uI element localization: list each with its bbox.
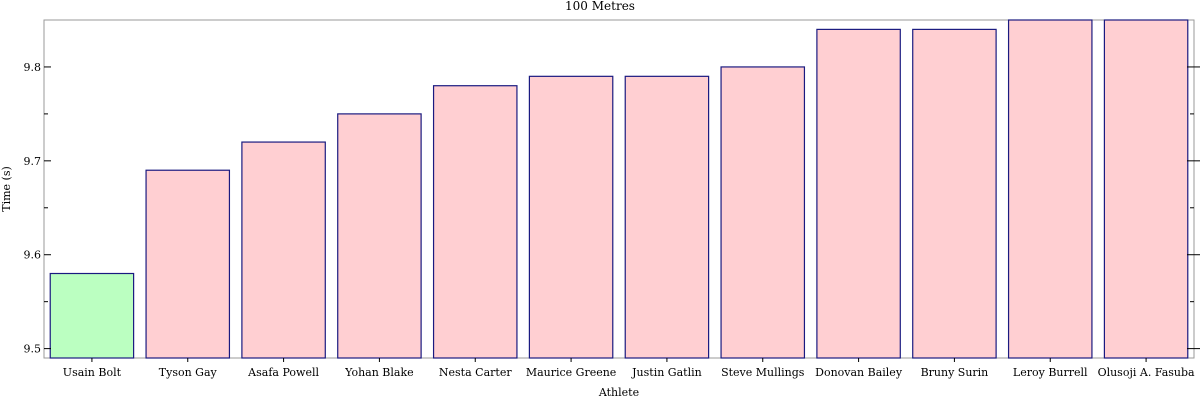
plot-area [43,19,1195,359]
bar-leroy-burrell [1007,19,1093,359]
y-tick-label: 9.8 [24,61,42,74]
x-tick-label: Nesta Carter [439,366,512,379]
bar-justin-gatlin [624,75,710,359]
x-tick-label: Usain Bolt [63,366,122,379]
y-tick-label: 9.6 [24,249,42,262]
x-tick-label: Leroy Burrell [1013,366,1088,379]
x-tick-label: Justin Gatlin [631,366,702,379]
x-tick-label: Asafa Powell [247,366,319,379]
x-tick-label: Olusoji A. Fasuba [1098,366,1195,379]
x-axis-label: Athlete [598,386,639,399]
bar-bruny-surin [912,28,997,359]
y-tick-label: 9.5 [24,343,42,356]
bar-olusoji-a-fasuba [1103,19,1189,359]
bar-yohan-blake [337,113,422,359]
x-tick-label: Tyson Gay [159,366,218,379]
y-axis-label: Time (s) [0,166,13,212]
x-tick-label: Maurice Greene [526,366,617,379]
bar-steve-mullings [720,66,806,359]
x-tick-label: Donovan Bailey [815,366,903,379]
x-tick-label: Steve Mullings [721,366,805,379]
chart-title: 100 Metres [565,0,635,13]
bar-tyson-gay [145,169,231,359]
bar-maurice-greene [528,75,614,359]
x-tick-label: Bruny Surin [921,366,989,379]
y-tick-label: 9.7 [24,155,42,168]
bar-asafa-powell [241,141,326,359]
bar-nesta-carter [432,85,518,359]
x-tick-label: Yohan Blake [344,366,414,379]
bar-usain-bolt [49,272,135,359]
bar-donovan-bailey [816,28,901,359]
